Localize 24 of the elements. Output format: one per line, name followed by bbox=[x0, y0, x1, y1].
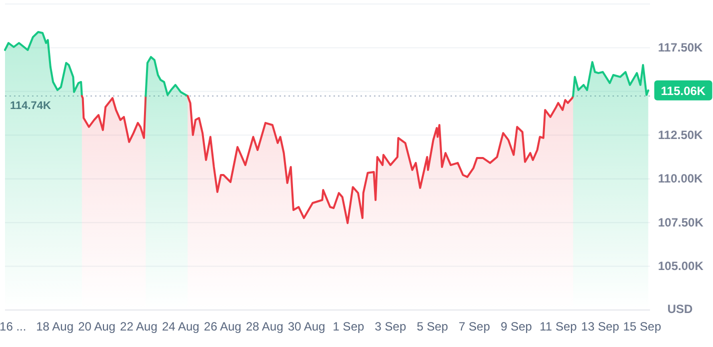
x-tick-label: 15 Sep bbox=[623, 320, 662, 334]
y-axis-title: USD bbox=[667, 302, 693, 316]
x-tick-label: 9 Sep bbox=[500, 320, 532, 334]
x-tick-label: 18 Aug bbox=[36, 320, 74, 334]
x-tick-label: 1 Sep bbox=[332, 320, 364, 334]
annotation: 115.06K bbox=[660, 84, 706, 98]
x-tick-label: 11 Sep bbox=[540, 320, 578, 334]
ref-line-label: 114.74K bbox=[10, 100, 52, 112]
x-tick-label: 26 Aug bbox=[204, 320, 242, 334]
x-tick-label: 13 Sep bbox=[581, 320, 620, 334]
y-tick-label: 112.50K bbox=[658, 128, 704, 142]
x-tick-label: 16 ... bbox=[0, 320, 26, 334]
y-tick-label: 105.00K bbox=[658, 259, 704, 274]
x-tick-label: 28 Aug bbox=[246, 320, 284, 334]
x-tick-label: 30 Aug bbox=[288, 320, 326, 334]
y-tick-label: 110.00K bbox=[658, 172, 704, 186]
y-tick-label: 117.50K bbox=[658, 40, 704, 55]
y-tick-label: 107.50K bbox=[658, 215, 704, 230]
x-tick-label: 22 Aug bbox=[120, 320, 158, 334]
x-tick-label: 3 Sep bbox=[374, 320, 406, 334]
x-tick-label: 5 Sep bbox=[416, 320, 448, 334]
x-tick-label: 24 Aug bbox=[162, 320, 200, 334]
x-tick-label: 20 Aug bbox=[78, 320, 116, 334]
x-tick-label: 7 Sep bbox=[458, 320, 490, 334]
